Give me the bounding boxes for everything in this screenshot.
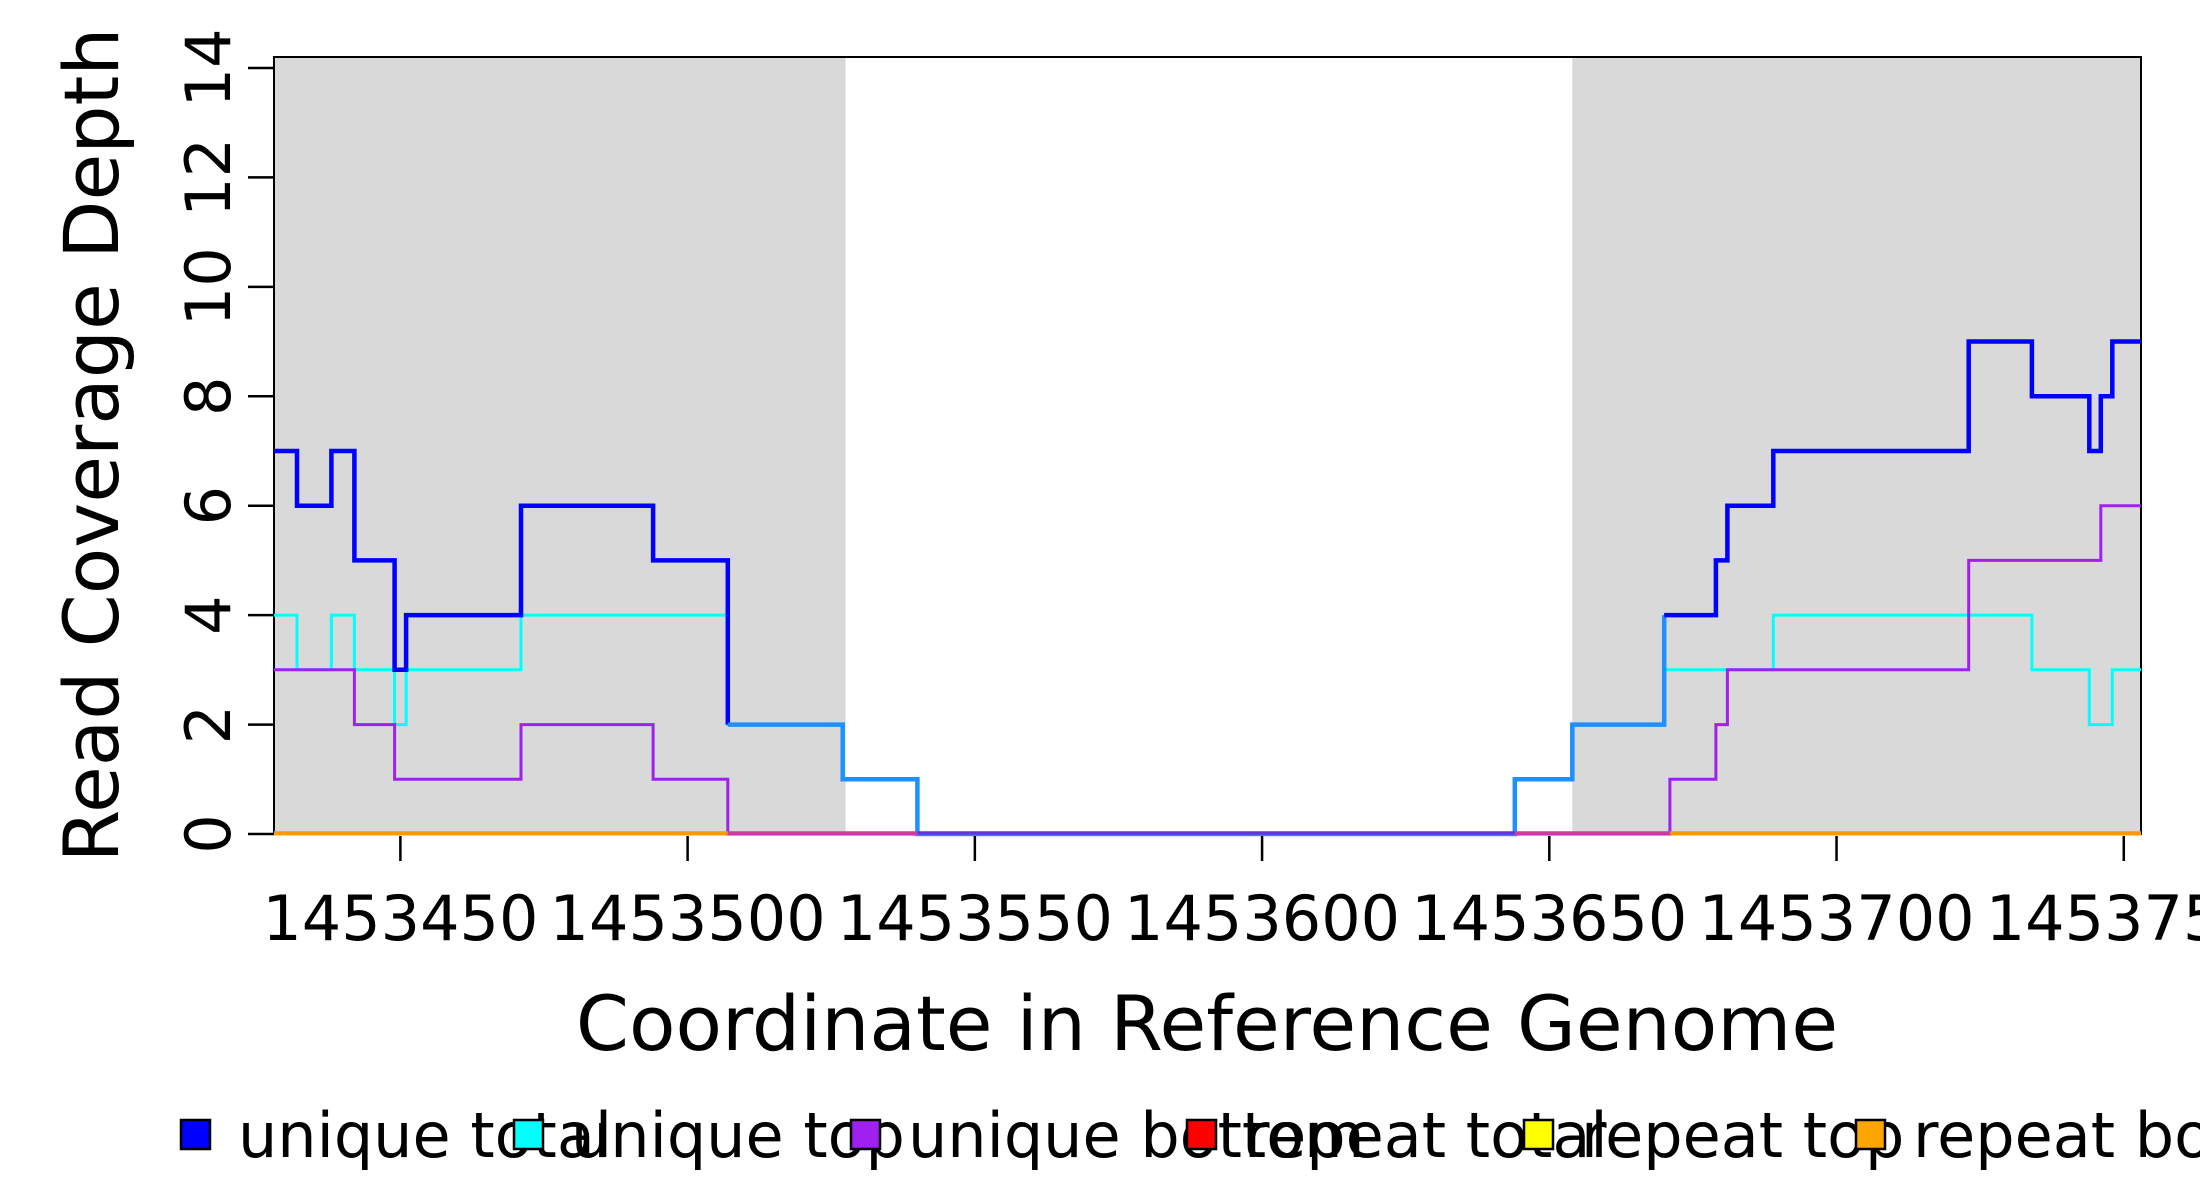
x-tick-label: 1453650 — [1411, 882, 1687, 955]
axes: 1453450 1453500 1453550 1453600 1453650 14537… — [172, 28, 2200, 955]
right-repeat-mask — [1572, 57, 2141, 834]
legend-label: unique total — [238, 1099, 612, 1172]
x-axis-title: Coordinate in Reference Genome — [576, 979, 1838, 1068]
y-tick-label: 6 — [172, 486, 245, 525]
legend-label: repeat bottom — [1913, 1099, 2200, 1172]
y-tick-label: 2 — [172, 705, 245, 744]
legend-label: repeat top — [1581, 1099, 1904, 1172]
legend-swatch — [1185, 1118, 1218, 1151]
y-tick-label: 12 — [172, 138, 245, 217]
legend-item-unique-bottom: unique bottom — [849, 1099, 1365, 1172]
x-tick-label: 1453750 — [1986, 882, 2200, 955]
y-tick-label: 4 — [172, 595, 245, 634]
legend-swatch — [1854, 1118, 1887, 1151]
shaded-regions — [274, 57, 2141, 834]
legend-swatch — [1522, 1118, 1555, 1151]
y-tick-label: 0 — [172, 814, 245, 853]
x-tick-label: 1453600 — [1124, 882, 1400, 955]
series-unique-total-part3 — [1664, 339, 2141, 618]
legend-label: unique bottom — [908, 1099, 1365, 1172]
y-tick-label: 8 — [172, 377, 245, 416]
x-tick-label: 1453450 — [262, 882, 538, 955]
legend-swatch — [849, 1118, 882, 1151]
y-tick-label: 10 — [172, 247, 245, 326]
x-tick-label: 1453500 — [550, 882, 826, 955]
y-axis-title: Read Coverage Depth — [47, 28, 136, 863]
series-unique-total-part1 — [274, 448, 731, 725]
legend-swatch — [179, 1118, 212, 1151]
left-repeat-mask — [274, 57, 846, 834]
legend-item-unique-total: unique total — [179, 1099, 612, 1172]
y-tick-label: 14 — [172, 28, 245, 107]
series-unique-total-part2 — [727, 615, 1667, 837]
legend-item-repeat-bottom: repeat bottom — [1854, 1099, 2200, 1172]
x-tick-label: 1453700 — [1698, 882, 1974, 955]
legend-item-unique-top: unique top — [512, 1099, 905, 1172]
legend-label: unique top — [571, 1099, 905, 1172]
legend-swatch — [512, 1118, 545, 1151]
x-tick-label: 1453550 — [837, 882, 1113, 955]
legend-item-repeat-top: repeat top — [1522, 1099, 1904, 1172]
